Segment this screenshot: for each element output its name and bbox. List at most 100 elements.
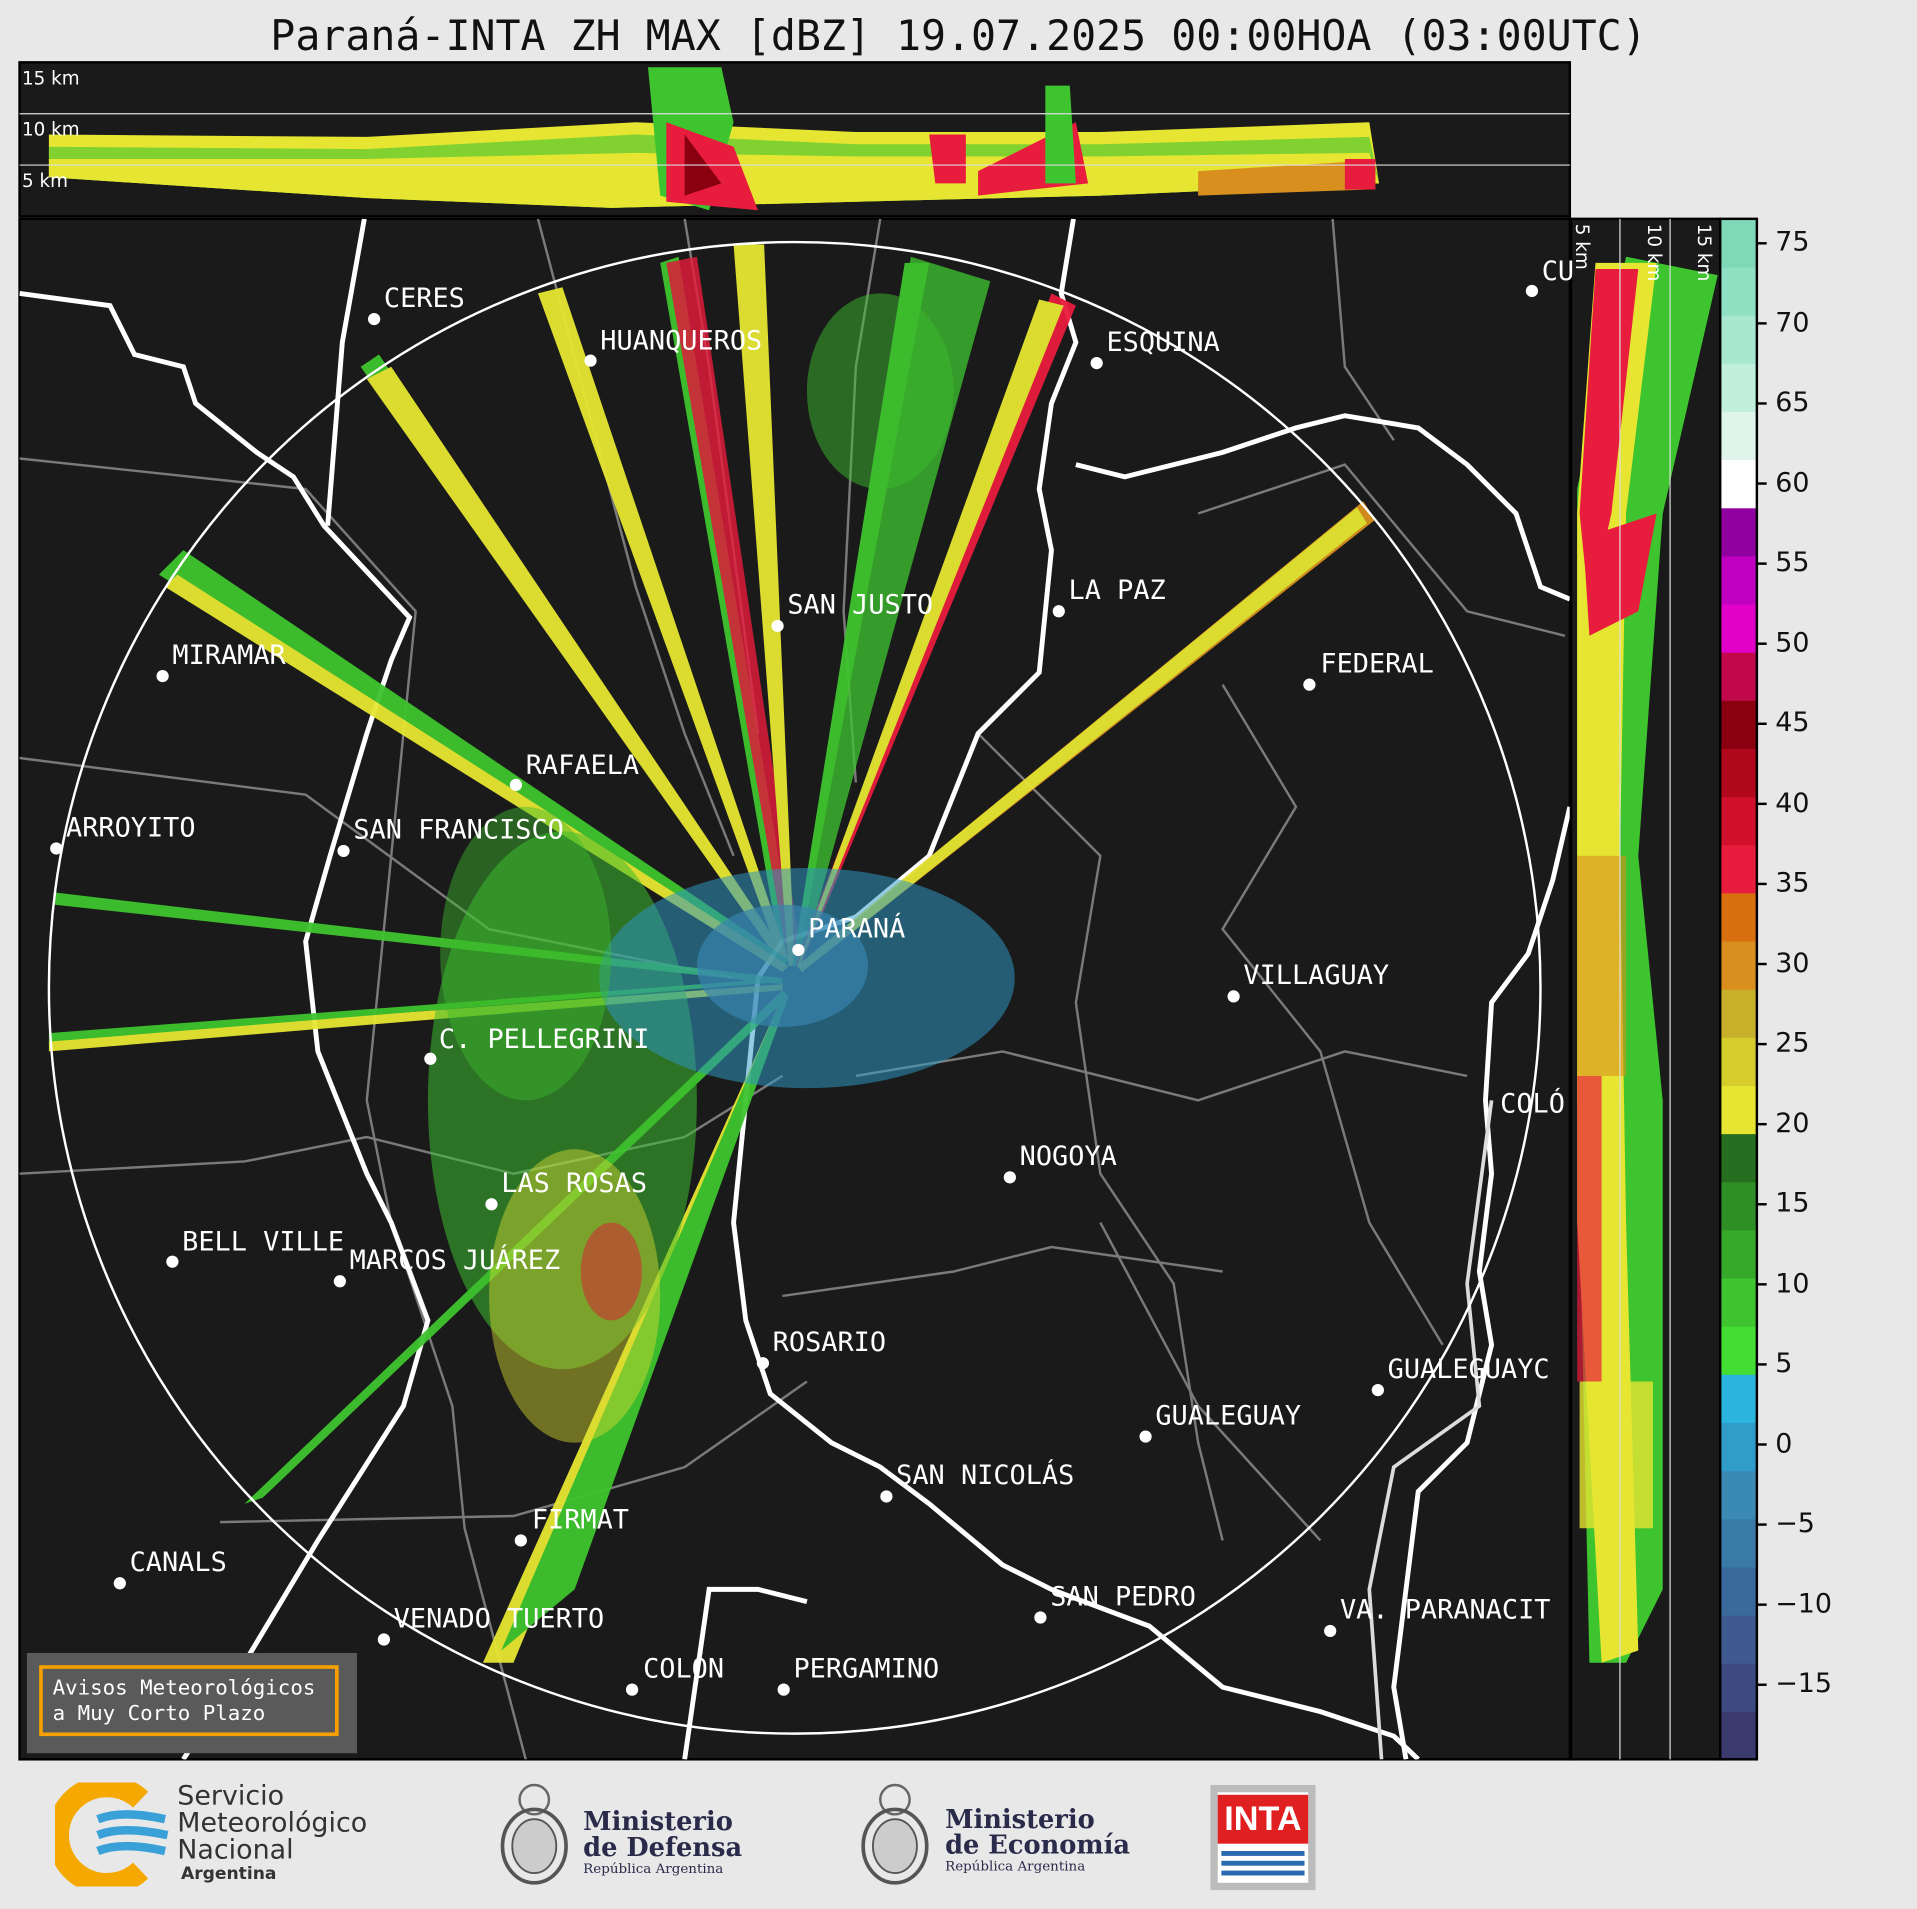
inta-logo-text: INTA	[1217, 1794, 1309, 1844]
map-title: Paraná-INTA ZH MAX [dBZ] 19.07.2025 00:0…	[270, 12, 1647, 62]
city-label: MIRAMAR	[172, 640, 286, 672]
colorbar-segment	[1720, 1229, 1757, 1279]
economia-logo-line-2: de Economía	[945, 1829, 1130, 1860]
colorbar-segment	[1720, 218, 1757, 268]
colorbar-segment	[1720, 940, 1757, 990]
city-label: PARANÁ	[808, 914, 906, 946]
city-label: LA PAZ	[1068, 575, 1166, 607]
side-panel-label-15km: 15 km	[1693, 223, 1716, 282]
colorbar-segment	[1720, 1374, 1757, 1423]
defensa-logo-line-1: Ministerio	[583, 1805, 733, 1837]
city-label: VENADO TUERTO	[393, 1604, 605, 1635]
national-seal-icon	[861, 1783, 929, 1885]
colorbar-tick-label: 75	[1775, 227, 1810, 258]
city-label: SAN NICOLÁS	[896, 1461, 1075, 1492]
colorbar-segment	[1720, 1663, 1757, 1712]
city-label: C. PELLEGRINI	[438, 1024, 650, 1056]
colorbar-tick-label: −5	[1775, 1508, 1815, 1540]
colorbar-tick-label: 35	[1775, 868, 1810, 899]
city-label: CU	[1541, 256, 1575, 288]
city-label: COLÓN	[643, 1654, 725, 1685]
notice-box: Avisos Meteorológicos a Muy Corto Plazo	[26, 1652, 357, 1754]
city-label: CANALS	[129, 1547, 227, 1579]
top-panel-label-15km: 15 km	[22, 67, 80, 90]
colorbar-tick-label: 60	[1775, 467, 1810, 499]
colorbar-segment	[1720, 1326, 1757, 1375]
colorbar-segment	[1720, 892, 1757, 942]
city-label: SAN JUSTO	[787, 590, 934, 622]
economia-logo-line-1: Ministerio	[945, 1803, 1095, 1834]
city-label: FIRMAT	[531, 1505, 630, 1536]
city-label: HUANQUEROS	[600, 326, 763, 357]
defensa-logo-line-3: República Argentina	[583, 1860, 724, 1877]
colorbar-segment	[1720, 459, 1757, 509]
city-label: ESQUINA	[1106, 327, 1220, 359]
colorbar-tick-label: 55	[1775, 547, 1810, 579]
top-panel-label-5km: 5 km	[22, 169, 69, 192]
colorbar-tick-label: 40	[1775, 787, 1810, 819]
colorbar-segment	[1720, 1518, 1757, 1568]
colorbar-segment	[1720, 1422, 1757, 1472]
colorbar-segment	[1720, 1277, 1757, 1327]
colorbar-segment	[1720, 555, 1757, 605]
notice-line-2: a Muy Corto Plazo	[52, 1701, 266, 1727]
city-label: CERES	[383, 283, 465, 315]
city-label: COLÓ	[1500, 1089, 1565, 1120]
province-borders	[19, 218, 1570, 1760]
colorbar-segment	[1720, 411, 1757, 461]
colorbar-tick-label: 15	[1775, 1188, 1810, 1219]
colorbar-segment	[1720, 1133, 1757, 1183]
inta-logo: INTA	[1210, 1784, 1316, 1891]
colorbar-segment	[1720, 266, 1757, 316]
city-label: LAS ROSAS	[501, 1168, 648, 1200]
city-label: GUALEGUAY	[1155, 1401, 1302, 1432]
city-label: BELL VILLE	[182, 1227, 345, 1259]
smn-logo-line-4: Argentina	[180, 1864, 277, 1885]
smn-logo-line-1: Servicio	[177, 1781, 285, 1812]
notice-line-1: Avisos Meteorológicos	[52, 1676, 316, 1701]
city-label: PERGAMINO	[793, 1654, 940, 1685]
colorbar-tick-label: −10	[1775, 1588, 1832, 1620]
colorbar-segment	[1720, 652, 1757, 701]
colorbar-segment	[1720, 1470, 1757, 1520]
colorbar-tick-label: 25	[1775, 1028, 1810, 1059]
colorbar-segment	[1720, 844, 1757, 894]
city-label: NOGOYA	[1019, 1141, 1117, 1173]
colorbar-segment	[1720, 796, 1757, 846]
colorbar-segment	[1720, 363, 1757, 413]
colorbar-segment	[1720, 1614, 1757, 1664]
colorbar-segment	[1720, 315, 1757, 364]
city-label: ARROYITO	[66, 813, 196, 844]
side-panel-label-10km: 10 km	[1643, 223, 1666, 282]
colorbar-tick-label: 5	[1775, 1348, 1793, 1380]
defensa-logo-line-2: de Defensa	[583, 1831, 743, 1863]
colorbar-tick-label: 10	[1775, 1268, 1810, 1300]
city-label: FEDERAL	[1320, 649, 1434, 680]
colorbar-segment	[1720, 1566, 1757, 1616]
colorbar-segment	[1720, 700, 1757, 749]
smn-logo-line-2: Meteorológico	[177, 1808, 368, 1839]
national-seal-icon	[500, 1783, 568, 1885]
colorbar-tick-label: 45	[1775, 707, 1810, 739]
colorbar-segment	[1720, 989, 1757, 1038]
top-panel-label-10km: 10 km	[22, 118, 80, 141]
river-line	[1367, 1100, 1494, 1760]
colorbar-segment	[1720, 748, 1757, 798]
colorbar-segment	[1720, 1181, 1757, 1231]
colorbar-tick-label: 0	[1775, 1428, 1793, 1460]
colorbar-tick-label: 65	[1775, 387, 1810, 419]
colorbar-tick-label: 70	[1775, 307, 1810, 339]
colorbar-tick-label: 50	[1775, 627, 1810, 659]
side-panel-label-5km: 5 km	[1571, 223, 1594, 270]
smn-logo-line-3: Nacional	[177, 1835, 294, 1866]
colorbar-tick-label: 20	[1775, 1108, 1810, 1139]
economia-logo-line-3: República Argentina	[945, 1858, 1086, 1875]
colorbar-segment	[1720, 1037, 1757, 1086]
city-markers	[50, 284, 1539, 1696]
radar-range-ring	[47, 240, 1542, 1735]
radar-echoes	[48, 244, 1376, 1663]
city-label: SAN PEDRO	[1050, 1582, 1196, 1613]
colorbar-tick-label: −15	[1775, 1668, 1832, 1700]
colorbar-tick-label: 30	[1775, 948, 1810, 979]
